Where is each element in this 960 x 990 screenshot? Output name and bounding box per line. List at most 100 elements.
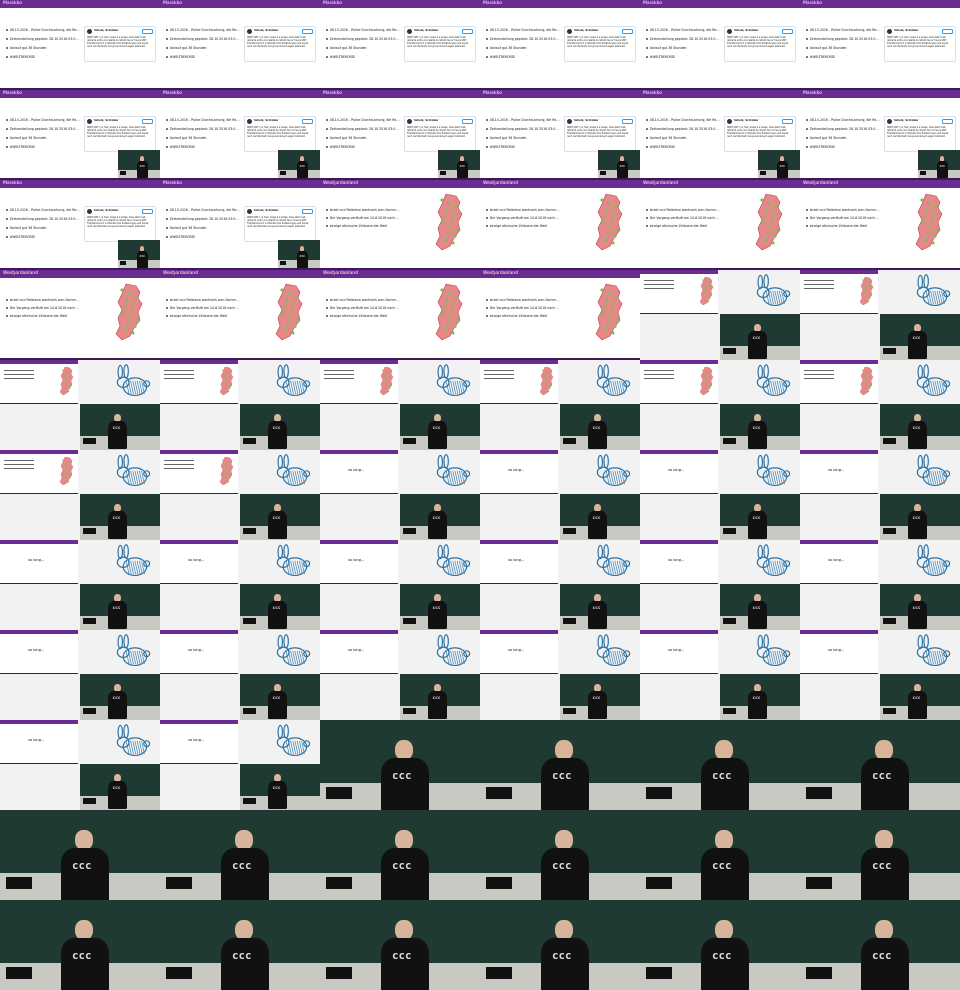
speaker-shirt: ccc bbox=[908, 601, 928, 630]
thumbnail[interactable]: ccc bbox=[640, 720, 800, 810]
thumbnail[interactable]: Westjordanland Israel und Palästina wechs… bbox=[160, 270, 320, 360]
thumbnail[interactable]: so long... ccc bbox=[640, 450, 800, 540]
thumbnail[interactable]: ccc bbox=[480, 720, 640, 810]
thumbnail[interactable]: ccc bbox=[480, 900, 640, 990]
thumbnail[interactable]: ccc bbox=[160, 810, 320, 900]
thumbnail[interactable]: ccc bbox=[0, 360, 160, 450]
thumbnail[interactable]: ccc bbox=[320, 360, 480, 450]
thumbnail[interactable]: ccc bbox=[800, 720, 960, 810]
thumbnail[interactable]: ccc bbox=[320, 900, 480, 990]
thumbnail[interactable]: so long... ccc bbox=[160, 630, 320, 720]
thumbnail[interactable]: ccc bbox=[640, 270, 800, 360]
thumbnail[interactable]: Marokko 08.10.2016 - Police Durchsuchung,… bbox=[800, 90, 960, 180]
thumbnail[interactable]: so long... ccc bbox=[480, 450, 640, 540]
speaker-head bbox=[273, 594, 281, 603]
thumbnail[interactable]: Westjordanland Israel und Palästina wechs… bbox=[320, 180, 480, 270]
thumbnail[interactable]: so long... ccc bbox=[0, 630, 160, 720]
camera-view: ccc bbox=[278, 150, 320, 178]
thumbnail[interactable]: so long... ccc bbox=[0, 720, 160, 810]
thumbnail[interactable]: so long... ccc bbox=[160, 720, 320, 810]
slide-bullet: einzige ethnische Zeitzone der Welt bbox=[486, 224, 547, 228]
thumbnail[interactable]: ccc bbox=[0, 810, 160, 900]
follow-button[interactable] bbox=[462, 29, 473, 34]
follow-button[interactable] bbox=[302, 29, 313, 34]
thumbnail[interactable]: ccc bbox=[640, 810, 800, 900]
thumbnail[interactable]: ccc bbox=[480, 810, 640, 900]
follow-button[interactable] bbox=[302, 209, 313, 214]
thumbnail[interactable]: so long... ccc bbox=[640, 540, 800, 630]
follow-button[interactable] bbox=[622, 119, 633, 124]
shirt-print: ccc bbox=[912, 605, 921, 611]
thumbnail[interactable]: so long... ccc bbox=[320, 630, 480, 720]
thumbnail[interactable]: ccc bbox=[0, 450, 160, 540]
thumbnail[interactable]: so long... ccc bbox=[160, 540, 320, 630]
thumbnail[interactable]: Westjordanland Israel und Palästina wechs… bbox=[0, 270, 160, 360]
thumbnail[interactable]: so long... ccc bbox=[0, 540, 160, 630]
thumbnail[interactable]: ccc bbox=[800, 270, 960, 360]
thumbnail[interactable]: Marokko 08.10.2016 - Police Durchsuchung,… bbox=[640, 0, 800, 90]
thumbnail[interactable]: Westjordanland Israel und Palästina wechs… bbox=[320, 270, 480, 360]
thumbnail[interactable]: Marokko 08.10.2016 - Police Durchsuchung,… bbox=[320, 0, 480, 90]
thumbnail[interactable]: so long... ccc bbox=[800, 540, 960, 630]
thumbnail[interactable]: Marokko 08.10.2016 - Police Durchsuchung,… bbox=[160, 90, 320, 180]
thumbnail[interactable]: ccc bbox=[320, 810, 480, 900]
slide-footer bbox=[800, 267, 960, 270]
speaker-shirt: ccc bbox=[108, 601, 128, 630]
follow-button[interactable] bbox=[142, 209, 153, 214]
camera-view: ccc bbox=[640, 900, 800, 990]
thumbnail[interactable]: ccc bbox=[0, 900, 160, 990]
follow-button[interactable] bbox=[782, 29, 793, 34]
thumbnail[interactable]: ccc bbox=[800, 900, 960, 990]
thumbnail[interactable]: so long... ccc bbox=[800, 630, 960, 720]
thumbnail[interactable]: so long... ccc bbox=[320, 540, 480, 630]
rabbit-logo-icon bbox=[596, 364, 631, 397]
thumbnail[interactable]: so long... ccc bbox=[480, 540, 640, 630]
thumbnail[interactable]: ccc bbox=[160, 900, 320, 990]
slide-bullet: 08.10.2016 - Police Durchsuchung, die Re… bbox=[166, 208, 240, 212]
thumbnail[interactable]: ccc bbox=[800, 810, 960, 900]
follow-button[interactable] bbox=[142, 29, 153, 34]
thumbnail[interactable]: Marokko 08.10.2016 - Police Durchsuchung,… bbox=[480, 90, 640, 180]
thumbnail[interactable]: ccc bbox=[800, 360, 960, 450]
thumbnail[interactable]: Marokko 08.10.2016 - Police Durchsuchung,… bbox=[0, 90, 160, 180]
thumbnail[interactable]: Westjordanland Israel und Palästina wechs… bbox=[480, 270, 640, 360]
follow-button[interactable] bbox=[462, 119, 473, 124]
follow-button[interactable] bbox=[942, 119, 953, 124]
map bbox=[56, 456, 76, 490]
thumbnail[interactable]: so long... ccc bbox=[800, 450, 960, 540]
follow-button[interactable] bbox=[302, 119, 313, 124]
lectern bbox=[83, 618, 96, 625]
speaker-head bbox=[300, 246, 305, 252]
thumbnail[interactable]: ccc bbox=[320, 720, 480, 810]
thumbnail[interactable]: ccc bbox=[480, 360, 640, 450]
thumbnail[interactable]: ccc bbox=[160, 450, 320, 540]
thumbnail[interactable]: Westjordanland Israel und Palästina wechs… bbox=[480, 180, 640, 270]
rabbit-logo bbox=[270, 454, 314, 496]
slide-header: Marokko bbox=[160, 180, 320, 188]
thumbnail[interactable]: Marokko 08.10.2016 - Police Durchsuchung,… bbox=[160, 180, 320, 270]
speaker: ccc bbox=[860, 739, 909, 810]
slide-bullet: Der Vorgang verläuft am 24.8.2016 nach S… bbox=[806, 216, 880, 220]
thumbnail[interactable]: Westjordanland Israel und Palästina wechs… bbox=[800, 180, 960, 270]
follow-button[interactable] bbox=[942, 29, 953, 34]
thumbnail[interactable]: ccc bbox=[640, 900, 800, 990]
thumbnail[interactable]: Marokko 08.10.2016 - Police Durchsuchung,… bbox=[160, 0, 320, 90]
thumbnail[interactable]: Marokko 08.10.2016 - Police Durchsuchung,… bbox=[640, 90, 800, 180]
thumbnail[interactable]: Marokko 08.10.2016 - Police Durchsuchung,… bbox=[800, 0, 960, 90]
follow-button[interactable] bbox=[782, 119, 793, 124]
speaker: ccc bbox=[108, 594, 128, 630]
thumbnail[interactable]: ccc bbox=[640, 360, 800, 450]
follow-button[interactable] bbox=[142, 119, 153, 124]
tweet-card: Scholz, Schröder SMRT GMT (+1 hier) sowie… bbox=[564, 116, 636, 152]
thumbnail[interactable]: Westjordanland Israel und Palästina wechs… bbox=[640, 180, 800, 270]
slide-bullet: Israel und Palästina wechseln zum Sommer… bbox=[806, 208, 880, 212]
follow-button[interactable] bbox=[622, 29, 633, 34]
thumbnail[interactable]: Marokko 08.10.2016 - Police Durchsuchung,… bbox=[0, 0, 160, 90]
thumbnail[interactable]: Marokko 08.10.2016 - Police Durchsuchung,… bbox=[320, 90, 480, 180]
thumbnail[interactable]: Marokko 08.10.2016 - Police Durchsuchung,… bbox=[0, 180, 160, 270]
thumbnail[interactable]: so long... ccc bbox=[320, 450, 480, 540]
thumbnail[interactable]: so long... ccc bbox=[640, 630, 800, 720]
thumbnail[interactable]: Marokko 08.10.2016 - Police Durchsuchung,… bbox=[480, 0, 640, 90]
thumbnail[interactable]: so long... ccc bbox=[480, 630, 640, 720]
thumbnail[interactable]: ccc bbox=[160, 360, 320, 450]
